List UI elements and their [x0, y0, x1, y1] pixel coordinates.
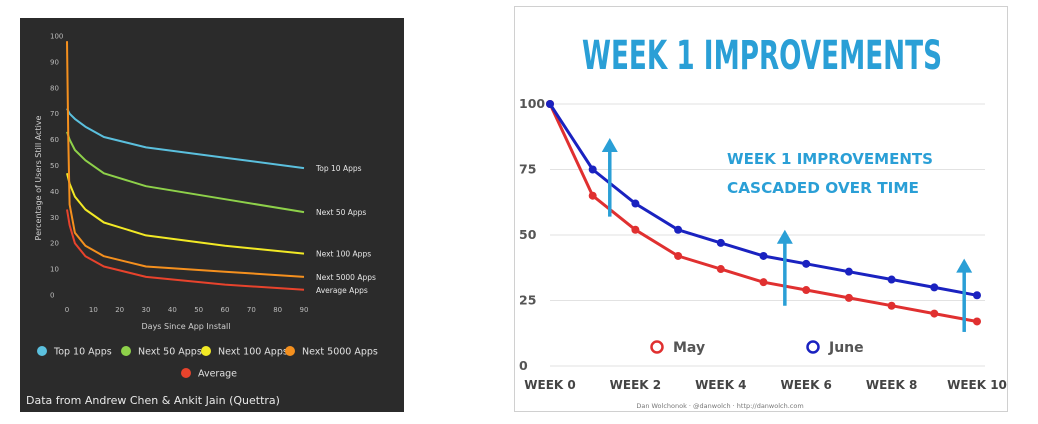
data-point-may: [973, 317, 981, 326]
end-label-top-10-apps: Top 10 Apps: [315, 164, 362, 173]
x-tick-label: 40: [168, 306, 177, 314]
legend-marker-may: [650, 340, 664, 354]
legend-label-average: Average: [198, 369, 237, 380]
improvement-arrow-1: [601, 138, 618, 217]
data-point-may: [674, 251, 683, 260]
retention-chart-panel: 0 10 20 30 40 50 60 70 80 90 100 0 10 20 30 40 50 60 70 80…: [20, 18, 404, 412]
author-credit: Dan Wolchonok · @danwolch · http://danwo…: [636, 402, 803, 410]
source-caption: Data from Andrew Chen & Ankit Jain (Quet…: [26, 394, 280, 407]
y-tick-label: 10: [50, 266, 59, 274]
x-tick-label: WEEK 0: [524, 378, 575, 392]
y-tick-label: 0: [50, 292, 54, 300]
y-tick-label: 70: [50, 110, 59, 118]
x-tick-label: 20: [115, 306, 124, 314]
week1-chart-panel: WEEK 1 IMPROVEMENTS 0 25 50 75 100 WEEK 0 WEE…: [514, 6, 1008, 412]
end-label-next-100-apps: Next 100 Apps: [316, 250, 371, 259]
data-point-june: [844, 267, 853, 276]
data-point-june: [759, 251, 768, 260]
data-point-june: [631, 199, 640, 208]
x-tick-label: 80: [273, 306, 282, 314]
retention-chart: 0 10 20 30 40 50 60 70 80 90 100 0 10 20 30 40 50 60 70 80…: [26, 33, 378, 408]
y-tick-label: 40: [50, 188, 59, 196]
x-axis-label: Days Since App Install: [142, 322, 231, 331]
data-point-june: [674, 225, 683, 234]
y-tick-label: 100: [50, 33, 63, 41]
x-tick-label: WEEK 10: [947, 378, 1007, 392]
data-point-june: [588, 165, 597, 174]
data-point-june: [802, 259, 811, 268]
x-tick-label: 10: [89, 306, 98, 314]
legend-label-top-10-apps: Top 10 Apps: [53, 347, 112, 358]
week1-chart: WEEK 1 IMPROVEMENTS 0 25 50 75 100 WEEK 0 WEE…: [519, 33, 1007, 410]
x-tick-label: 90: [300, 306, 309, 314]
data-point-june: [887, 275, 896, 284]
legend-swatch-next-5000-apps: [285, 346, 295, 356]
y-tick-label: 80: [50, 84, 59, 92]
y-tick-label: 90: [50, 58, 59, 66]
series-line-may: [548, 103, 978, 323]
data-point-may: [844, 293, 853, 302]
y-tick-label: 60: [50, 136, 59, 144]
data-point-may: [588, 191, 597, 200]
y-tick-label: 20: [50, 240, 59, 248]
annotation-line-2: CASCADED OVER TIME: [727, 179, 919, 197]
series-line-next-5000-apps: [66, 41, 305, 278]
x-tick-label: 30: [142, 306, 151, 314]
data-point-may: [716, 265, 725, 274]
data-point-may: [887, 301, 896, 310]
legend-label-next-5000-apps: Next 5000 Apps: [302, 347, 378, 358]
x-tick-label: WEEK 2: [610, 378, 661, 392]
y-axis-label: Percentage of Users Still Active: [34, 115, 43, 240]
y-tick-label: 30: [50, 214, 59, 222]
improvement-arrow-2: [776, 229, 793, 306]
data-point-june: [716, 238, 725, 247]
end-label-next-50-apps: Next 50 Apps: [316, 208, 366, 217]
data-point-may: [759, 278, 768, 287]
y-tick-label: 50: [50, 162, 59, 170]
series-line-june: [548, 103, 978, 297]
data-point-june: [973, 291, 981, 300]
series-line-next-100-apps: [66, 173, 305, 255]
y-tick-label: 0: [519, 358, 528, 373]
data-point-june: [930, 283, 939, 292]
legend-marker-june: [806, 340, 820, 354]
x-tick-label: WEEK 6: [780, 378, 831, 392]
end-label-next-5000-apps: Next 5000 Apps: [316, 273, 376, 282]
improvement-arrow-3: [956, 258, 973, 332]
data-point-may: [930, 309, 939, 318]
x-tick-label: 50: [194, 306, 203, 314]
end-label-average: Average Apps: [316, 286, 368, 295]
series-line-top-10-apps: [66, 108, 305, 170]
legend-swatch-top-10-apps: [37, 346, 47, 356]
y-tick-label: 75: [519, 162, 536, 177]
y-tick-label: 25: [519, 293, 536, 308]
legend-swatch-average: [181, 368, 191, 378]
chart-title: WEEK 1 IMPROVEMENTS: [582, 33, 942, 79]
x-tick-label: 70: [247, 306, 256, 314]
data-point-may: [802, 286, 811, 295]
legend-label-next-50-apps: Next 50 Apps: [138, 347, 202, 358]
x-tick-label: WEEK 4: [695, 378, 746, 392]
x-tick-label: WEEK 8: [866, 378, 917, 392]
data-point-may: [631, 225, 640, 234]
legend-swatch-next-50-apps: [121, 346, 131, 356]
legend-swatch-next-100-apps: [201, 346, 211, 356]
legend-label-june: June: [828, 340, 864, 356]
annotation-line-1: WEEK 1 IMPROVEMENTS: [727, 150, 933, 168]
x-tick-label: 60: [221, 306, 230, 314]
data-point-june: [546, 100, 554, 108]
x-tick-label: 0: [65, 306, 69, 314]
series-line-average: [66, 209, 305, 291]
legend-label-may: May: [673, 340, 705, 356]
y-tick-label: 50: [519, 227, 537, 242]
y-tick-label: 100: [519, 96, 545, 111]
series-line-next-50-apps: [66, 131, 305, 214]
legend-label-next-100-apps: Next 100 Apps: [218, 347, 288, 358]
